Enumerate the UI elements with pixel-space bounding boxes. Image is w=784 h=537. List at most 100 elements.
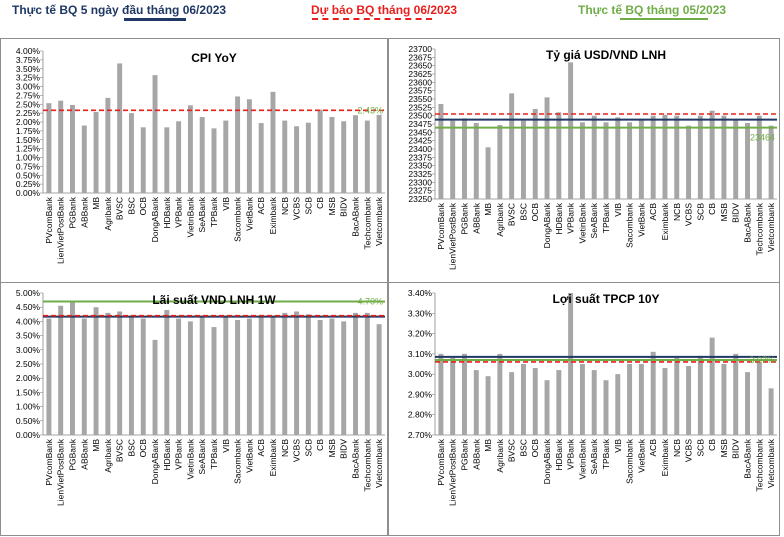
bar <box>140 127 146 193</box>
x-tick-label: MSB <box>719 439 729 458</box>
x-tick-label: VCBS <box>292 197 302 220</box>
bar <box>128 113 134 193</box>
chart-panel-2: 23250 23275 23300 23325 23350 23375 23400 23425… <box>388 38 780 286</box>
x-tick-label: Techcombank <box>754 202 764 255</box>
legend-actual-prev-line <box>620 18 708 20</box>
x-tick-label: MSB <box>327 439 337 458</box>
bar <box>603 122 609 199</box>
x-tick-label: Techcombank <box>754 438 764 491</box>
bar <box>615 117 621 199</box>
bar <box>187 105 193 193</box>
bar <box>81 318 87 435</box>
y-tick-label: 2.90% <box>408 389 433 399</box>
x-tick-label: VietinBank <box>185 196 195 237</box>
x-tick-label: Vietcombank <box>374 438 384 488</box>
bar <box>686 366 692 435</box>
y-tick-label: 3.00% <box>16 345 41 355</box>
x-tick-label: OCB <box>138 439 148 458</box>
x-tick-label: BIDV <box>731 439 741 459</box>
x-tick-label: VPBank <box>566 438 576 469</box>
x-tick-label: VPBank <box>174 196 184 227</box>
bar <box>58 305 64 435</box>
bar <box>756 115 762 199</box>
x-tick-label: ABBank <box>471 438 481 469</box>
x-tick-label: BSC <box>126 197 136 214</box>
x-tick-label: LienVietPostBank <box>56 438 66 506</box>
y-tick-label: 23625 <box>408 69 432 79</box>
x-tick-label: Eximbank <box>268 196 278 234</box>
y-tick-label: 23275 <box>408 186 432 196</box>
bar <box>364 120 370 193</box>
x-tick-label: Techcombank <box>362 196 372 249</box>
bar <box>305 122 311 193</box>
bar <box>497 353 503 435</box>
y-tick-label: 2.70% <box>408 430 433 440</box>
x-tick-label: LienVietPostBank <box>56 196 66 264</box>
x-tick-label: BacABank <box>351 438 361 478</box>
x-tick-label: OCB <box>530 439 540 458</box>
value-label: 3.07% <box>749 355 775 365</box>
legend-actual-prev-label: Thực tế BQ tháng 05/2023 <box>578 3 727 17</box>
bar <box>756 361 762 435</box>
x-tick-label: Sacombank <box>233 196 243 242</box>
bar <box>246 318 252 435</box>
bar <box>697 115 703 199</box>
x-tick-label: BIDV <box>339 197 349 217</box>
bar <box>709 337 715 435</box>
y-tick-label: 23700 <box>408 44 432 54</box>
x-tick-label: ACB <box>256 197 266 215</box>
bar <box>341 121 347 193</box>
y-tick-label: 0.00% <box>16 430 41 440</box>
bar <box>556 112 562 199</box>
y-tick-label: 2.25% <box>16 108 41 118</box>
bar <box>294 126 300 193</box>
x-tick-label: ACB <box>648 439 658 457</box>
x-tick-label: Agribank <box>103 438 113 472</box>
bar <box>627 122 633 199</box>
y-tick-label: 3.40% <box>408 288 433 298</box>
bar <box>305 314 311 435</box>
y-tick-label: 4.50% <box>16 302 41 312</box>
y-tick-label: 23375 <box>408 152 432 162</box>
y-tick-label: 0.50% <box>16 416 41 426</box>
x-tick-label: LienVietPostBank <box>448 438 458 506</box>
bar <box>258 123 264 193</box>
x-tick-label: Vietcombank <box>374 196 384 246</box>
bar <box>745 372 750 435</box>
bar <box>509 93 515 199</box>
x-tick-label: Sacombank <box>625 438 635 484</box>
bar <box>556 370 562 435</box>
bar <box>697 355 703 435</box>
bar <box>341 321 347 435</box>
chart-title: Lợi suất TPCP 10Y <box>552 292 659 306</box>
x-tick-label: ABBank <box>471 202 481 233</box>
x-tick-label: SCB <box>695 203 705 221</box>
bar <box>579 364 585 435</box>
x-tick-label: BSC <box>126 439 136 456</box>
y-tick-label: 3.25% <box>16 73 41 83</box>
y-tick-label: 23575 <box>408 86 432 96</box>
x-tick-label: VCBS <box>684 439 694 462</box>
x-tick-label: NCB <box>672 203 682 221</box>
x-tick-label: SeABank <box>589 438 599 474</box>
x-tick-label: NCB <box>672 439 682 457</box>
x-tick-label: DongABank <box>542 202 552 248</box>
bar <box>473 123 479 199</box>
y-tick-label: 23650 <box>408 61 432 71</box>
y-tick-label: 23250 <box>408 194 432 204</box>
chart-panel-3: 0.00% 0.50% 1.00% 1.50% 2.00% 2.50% 3.00% 3.50%… <box>0 282 388 536</box>
x-tick-label: MB <box>91 439 101 452</box>
bar <box>46 318 52 435</box>
bar <box>450 357 456 435</box>
bar <box>615 374 621 435</box>
bar <box>627 364 633 435</box>
bar <box>329 318 335 435</box>
x-tick-label: BSC <box>518 203 528 220</box>
y-tick-label: 5.00% <box>16 288 41 298</box>
charts-grid: 0.00% 0.25% 0.50% 0.75% 1.00% 1.25% 1.50% 1.75%… <box>0 34 784 536</box>
chart-svg-4: 2.70% 2.80% 2.90% 3.00% 3.10% 3.20% 3.30% 3.40%… <box>408 288 777 506</box>
x-tick-label: HDBank <box>162 438 172 470</box>
y-tick-label: 1.25% <box>16 144 41 154</box>
x-tick-label: DongABank <box>150 196 160 242</box>
x-tick-label: BacABank <box>351 196 361 236</box>
